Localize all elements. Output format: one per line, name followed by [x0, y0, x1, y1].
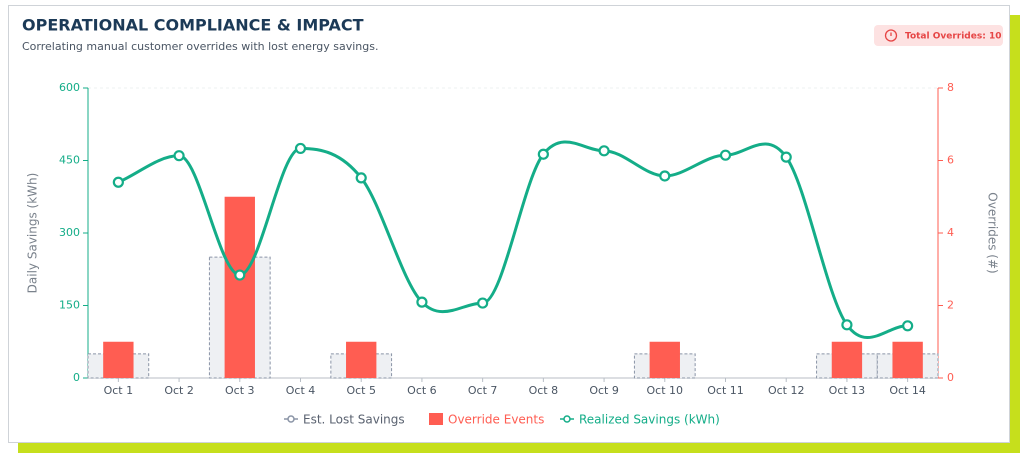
y2-tick-label: 4 [947, 226, 954, 239]
y2-tick-label: 8 [947, 81, 954, 94]
bar [892, 341, 923, 378]
point [173, 150, 185, 162]
legend-label: Est. Lost Savings [303, 413, 405, 427]
x-tick-label: Oct 8 [529, 384, 559, 397]
y-tick-label: 300 [59, 226, 80, 239]
y-axis-label: Daily Savings (kWh) [26, 173, 40, 294]
legend-swatch [563, 415, 571, 423]
x-tick-label: Oct 9 [589, 384, 619, 397]
point [537, 148, 549, 160]
point [355, 172, 367, 184]
legend-label: Realized Savings (kWh) [579, 413, 720, 427]
bar [831, 341, 863, 378]
point [598, 145, 610, 157]
x-tick-label: Oct 5 [346, 384, 376, 397]
point [294, 142, 307, 155]
x-tick-label: Oct 1 [104, 384, 134, 397]
legend-swatch [429, 413, 443, 425]
point [234, 269, 246, 281]
point [841, 319, 853, 331]
bar [103, 341, 134, 378]
y2-tick-label: 6 [947, 154, 954, 167]
y2-tick-label: 2 [947, 299, 954, 312]
x-tick-label: Oct 4 [286, 384, 316, 397]
point [112, 176, 124, 188]
subtitle: Correlating manual customer overrides wi… [22, 40, 379, 53]
x-tick-label: Oct 14 [889, 384, 926, 397]
legend-label: Override Events [448, 413, 544, 427]
x-tick-label: Oct 3 [225, 384, 255, 397]
y2-tick-label: 0 [947, 371, 954, 384]
point [719, 149, 732, 161]
y-tick-label: 600 [59, 81, 80, 94]
bar [346, 341, 377, 378]
point [780, 151, 792, 163]
point [477, 297, 489, 309]
title: OPERATIONAL COMPLIANCE & IMPACT [22, 16, 364, 35]
x-tick-label: Oct 2 [164, 384, 194, 397]
alert-icon [884, 29, 898, 42]
point [416, 296, 428, 308]
x-tick-label: Oct 13 [829, 384, 866, 397]
bar [224, 196, 255, 378]
x-tick-label: Oct 12 [768, 384, 805, 397]
badge [874, 25, 1003, 46]
x-tick-label: Oct 7 [468, 384, 498, 397]
x-tick-label: Oct 11 [707, 384, 744, 397]
point [659, 170, 671, 182]
bar [649, 341, 680, 378]
y2-axis-label: Overrides (#) [986, 192, 1000, 273]
x-tick-label: Oct 6 [407, 384, 437, 397]
x-tick-label: Oct 10 [647, 384, 684, 397]
badge-text: Total Overrides: 10 [905, 32, 1001, 42]
y-tick-label: 150 [59, 299, 80, 312]
y-tick-label: 450 [59, 154, 80, 167]
legend: Est. Lost Savings Override Events Realized… [284, 413, 720, 427]
point [902, 320, 914, 332]
y-tick-label: 0 [73, 371, 80, 384]
legend-swatch [287, 415, 295, 423]
